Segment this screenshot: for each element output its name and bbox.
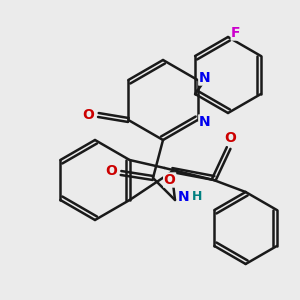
- Text: N: N: [199, 115, 211, 129]
- Text: F: F: [231, 26, 241, 40]
- Text: N: N: [178, 190, 190, 204]
- Text: O: O: [225, 131, 237, 145]
- Text: H: H: [192, 190, 202, 203]
- Text: O: O: [105, 164, 117, 178]
- Text: N: N: [199, 71, 211, 85]
- Text: O: O: [164, 173, 176, 187]
- Text: O: O: [82, 108, 94, 122]
